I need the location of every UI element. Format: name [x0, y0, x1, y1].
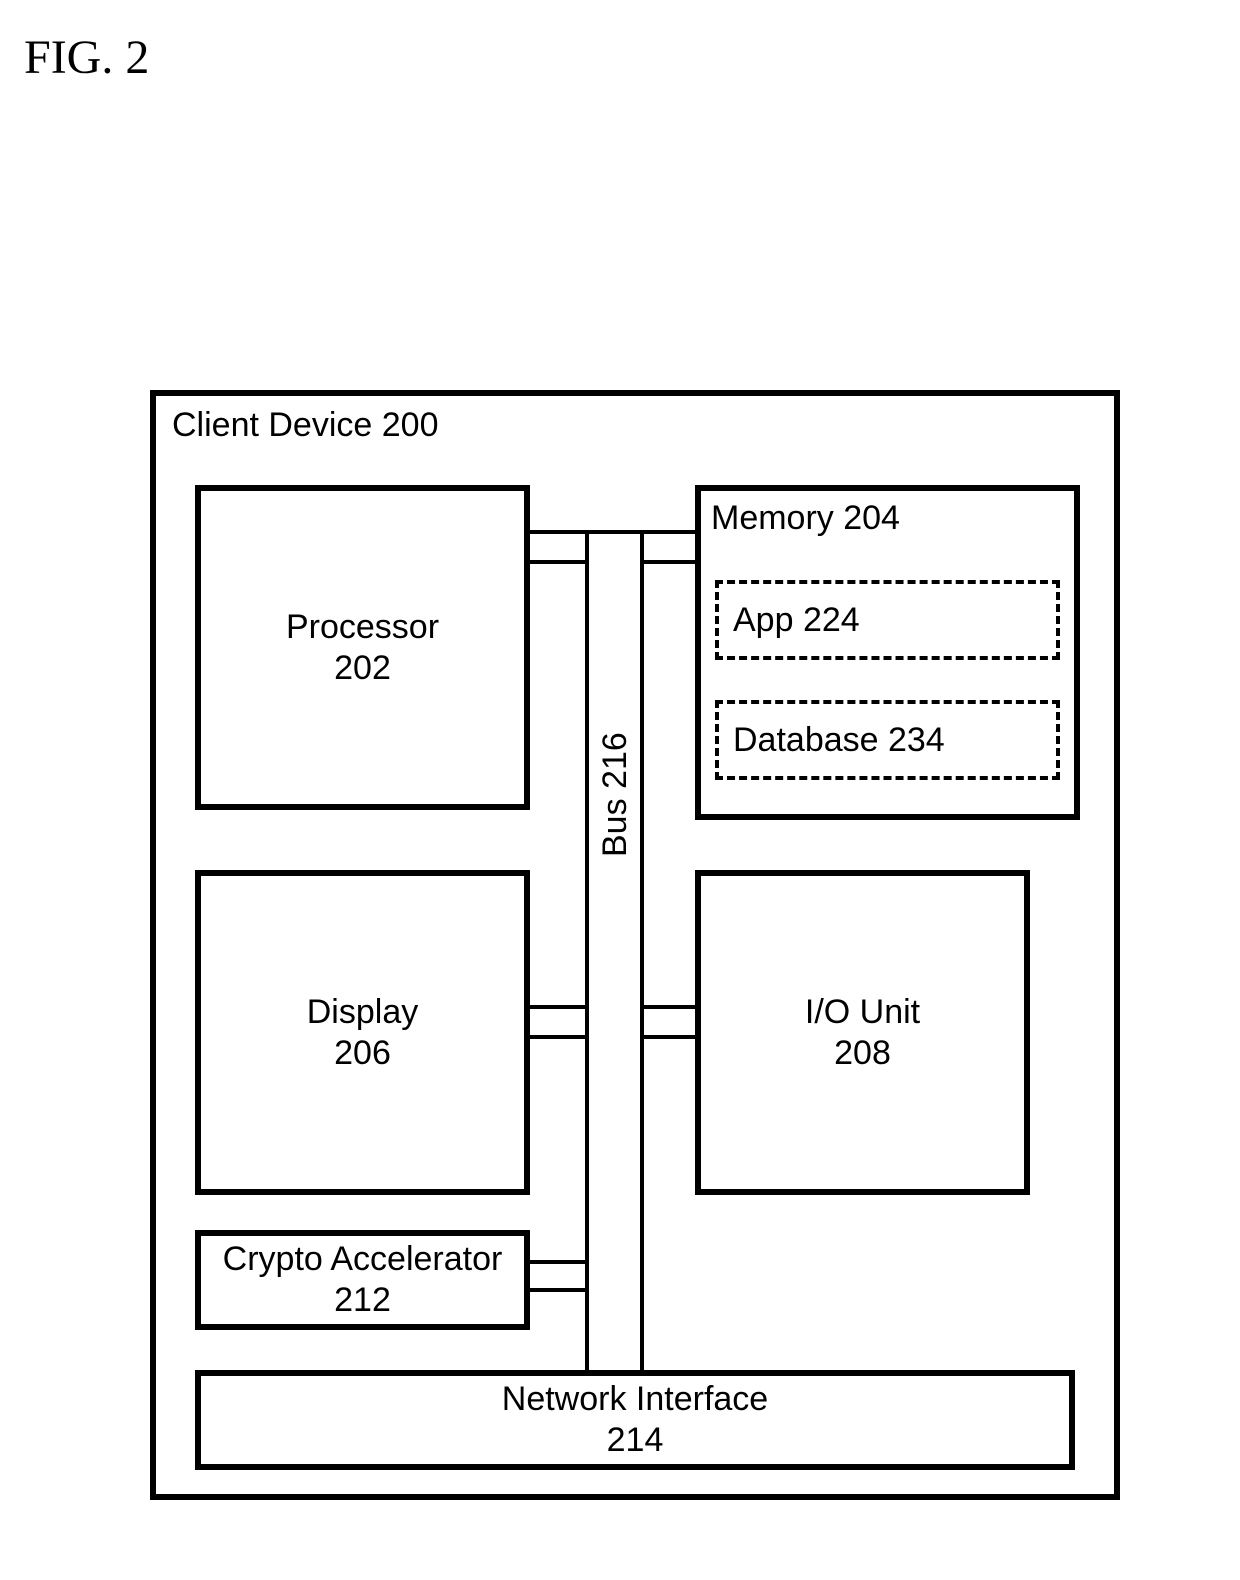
crypto-block: Crypto Accelerator 212 — [195, 1230, 530, 1330]
netif-name: Network Interface — [502, 1379, 768, 1420]
processor-name: Processor — [286, 607, 439, 648]
database-subblock: Database 234 — [715, 700, 1060, 780]
io-block: I/O Unit 208 — [695, 870, 1030, 1195]
memory-label: Memory 204 — [711, 499, 900, 538]
bus-rail-left — [585, 530, 589, 1370]
app-subblock: App 224 — [715, 580, 1060, 660]
display-num: 206 — [334, 1033, 391, 1074]
crypto-name: Crypto Accelerator — [223, 1239, 503, 1280]
bus-label: Bus 216 — [596, 725, 635, 865]
network-interface-block: Network Interface 214 — [195, 1370, 1075, 1470]
processor-block: Processor 202 — [195, 485, 530, 810]
display-block: Display 206 — [195, 870, 530, 1195]
netif-num: 214 — [607, 1420, 664, 1461]
io-name: I/O Unit — [805, 992, 920, 1033]
figure-canvas: FIG. 2 Client Device 200 Bus 216 Process… — [0, 0, 1240, 1580]
processor-num: 202 — [334, 648, 391, 689]
client-device-label: Client Device 200 — [172, 406, 438, 445]
display-name: Display — [307, 992, 418, 1033]
database-label: Database 234 — [733, 721, 945, 760]
io-num: 208 — [834, 1033, 891, 1074]
bus-rail-right — [640, 530, 644, 1370]
figure-title: FIG. 2 — [24, 30, 149, 85]
crypto-num: 212 — [334, 1280, 391, 1321]
app-label: App 224 — [733, 601, 860, 640]
